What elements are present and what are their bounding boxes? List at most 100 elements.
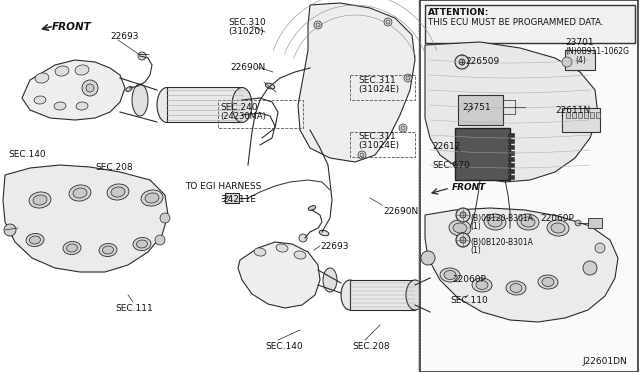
Ellipse shape xyxy=(232,87,252,122)
Ellipse shape xyxy=(141,190,163,206)
Ellipse shape xyxy=(54,102,66,110)
Ellipse shape xyxy=(542,278,554,286)
Ellipse shape xyxy=(133,237,151,250)
Text: SEC.111: SEC.111 xyxy=(115,304,153,313)
Ellipse shape xyxy=(449,220,471,236)
Ellipse shape xyxy=(453,223,467,233)
Bar xyxy=(562,108,600,132)
Circle shape xyxy=(316,23,320,27)
Ellipse shape xyxy=(476,280,488,289)
Text: SEC.208: SEC.208 xyxy=(352,342,390,351)
Circle shape xyxy=(406,76,410,80)
Ellipse shape xyxy=(35,73,49,83)
Bar xyxy=(508,163,514,167)
Bar xyxy=(508,151,514,155)
Ellipse shape xyxy=(99,244,117,257)
Bar xyxy=(508,175,514,179)
Ellipse shape xyxy=(29,236,40,244)
Circle shape xyxy=(575,220,581,226)
Text: 24211E: 24211E xyxy=(222,195,256,204)
Text: SEC.140: SEC.140 xyxy=(8,150,45,159)
Circle shape xyxy=(460,212,466,218)
Text: (B)0B120-B301A: (B)0B120-B301A xyxy=(470,214,533,223)
Text: SEC.311: SEC.311 xyxy=(358,132,396,141)
Ellipse shape xyxy=(276,244,288,252)
Ellipse shape xyxy=(29,192,51,208)
Ellipse shape xyxy=(102,246,113,254)
Text: SEC.670: SEC.670 xyxy=(432,161,470,170)
Text: J22601DN: J22601DN xyxy=(582,357,627,366)
Circle shape xyxy=(82,80,98,96)
Bar xyxy=(578,112,582,118)
Text: (1): (1) xyxy=(470,222,481,231)
Text: 23701: 23701 xyxy=(565,38,594,47)
Ellipse shape xyxy=(294,251,306,259)
Text: 22693: 22693 xyxy=(110,32,138,41)
Text: 22693: 22693 xyxy=(320,242,349,251)
Text: (24230MA): (24230MA) xyxy=(220,112,266,121)
Bar xyxy=(458,95,503,125)
Ellipse shape xyxy=(521,217,535,227)
Circle shape xyxy=(384,18,392,26)
Circle shape xyxy=(399,124,407,132)
Ellipse shape xyxy=(76,102,88,110)
Text: 23751: 23751 xyxy=(462,103,491,112)
Text: SEC.208: SEC.208 xyxy=(95,163,132,172)
Bar xyxy=(566,112,570,118)
Ellipse shape xyxy=(323,268,337,292)
Ellipse shape xyxy=(440,268,460,282)
Ellipse shape xyxy=(67,244,77,252)
Ellipse shape xyxy=(506,281,526,295)
Text: (1): (1) xyxy=(470,246,481,255)
Circle shape xyxy=(595,243,605,253)
Ellipse shape xyxy=(472,278,492,292)
Circle shape xyxy=(583,261,597,275)
Ellipse shape xyxy=(126,87,132,92)
Text: 22060P: 22060P xyxy=(452,275,486,284)
Ellipse shape xyxy=(107,184,129,200)
Ellipse shape xyxy=(157,87,177,122)
Text: (31024E): (31024E) xyxy=(358,141,399,150)
Text: (31020): (31020) xyxy=(228,27,264,36)
Ellipse shape xyxy=(319,230,329,236)
Bar xyxy=(572,112,576,118)
Circle shape xyxy=(4,224,16,236)
Bar xyxy=(350,280,415,310)
Circle shape xyxy=(456,208,470,222)
Text: (N)0B911-1062G: (N)0B911-1062G xyxy=(565,47,629,56)
Text: 22690N: 22690N xyxy=(230,63,265,72)
Text: (4): (4) xyxy=(575,56,586,65)
Bar xyxy=(508,145,514,149)
Bar xyxy=(225,193,239,203)
Bar xyxy=(167,87,242,122)
Circle shape xyxy=(562,57,572,67)
Polygon shape xyxy=(3,165,168,272)
Ellipse shape xyxy=(484,214,506,230)
Ellipse shape xyxy=(488,217,502,227)
Bar xyxy=(584,112,588,118)
Ellipse shape xyxy=(308,206,316,210)
Polygon shape xyxy=(298,3,415,162)
Polygon shape xyxy=(425,208,618,322)
Text: SEC.140: SEC.140 xyxy=(265,342,303,351)
Ellipse shape xyxy=(132,84,148,116)
Polygon shape xyxy=(22,60,125,120)
Ellipse shape xyxy=(69,185,91,201)
Circle shape xyxy=(459,59,465,65)
Ellipse shape xyxy=(75,65,89,75)
Bar xyxy=(590,112,594,118)
Bar xyxy=(218,100,303,128)
Circle shape xyxy=(456,233,470,247)
Bar xyxy=(508,139,514,143)
Ellipse shape xyxy=(265,83,275,89)
Ellipse shape xyxy=(547,220,569,236)
Bar xyxy=(508,157,514,161)
Text: THIS ECU MUST BE PROGRAMMED DATA.: THIS ECU MUST BE PROGRAMMED DATA. xyxy=(428,18,604,27)
Polygon shape xyxy=(238,242,320,308)
Ellipse shape xyxy=(26,234,44,247)
Bar xyxy=(350,132,415,157)
Ellipse shape xyxy=(136,240,147,248)
Circle shape xyxy=(358,151,366,159)
Ellipse shape xyxy=(34,96,46,104)
Circle shape xyxy=(421,251,435,265)
